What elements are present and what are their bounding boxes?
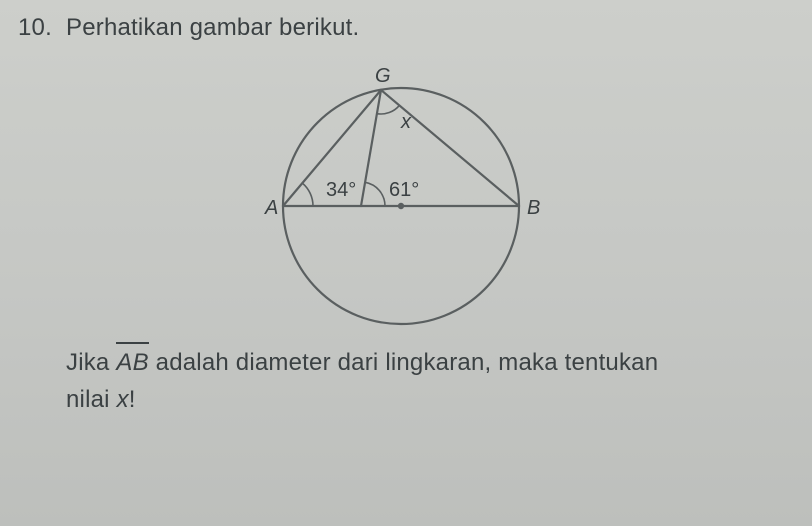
svg-text:61°: 61° xyxy=(389,179,419,201)
svg-text:A: A xyxy=(264,197,278,219)
svg-text:B: B xyxy=(527,197,540,219)
body-mid1: adalah diameter dari lingkaran, maka ten… xyxy=(149,349,659,376)
question-number: 10. xyxy=(18,14,52,42)
body-line2-suffix: ! xyxy=(129,386,136,413)
x-variable: x xyxy=(117,386,129,413)
segment-AB: AB xyxy=(116,344,148,381)
body-prefix: Jika xyxy=(66,349,116,376)
body-line2-prefix: nilai xyxy=(66,386,117,413)
exercise-page: 10. Perhatikan gambar berikut. ABG34°61°… xyxy=(0,0,812,526)
diagram-container: A B G 34° 61° x xyxy=(18,36,784,336)
svg-text:G: G xyxy=(375,65,391,87)
svg-text:x: x xyxy=(400,111,412,133)
question-body: Jika AB adalah diameter dari lingkaran, … xyxy=(18,344,784,418)
geometry-diagram: A B G 34° 61° x xyxy=(231,36,571,336)
svg-text:34°: 34° xyxy=(326,179,356,201)
